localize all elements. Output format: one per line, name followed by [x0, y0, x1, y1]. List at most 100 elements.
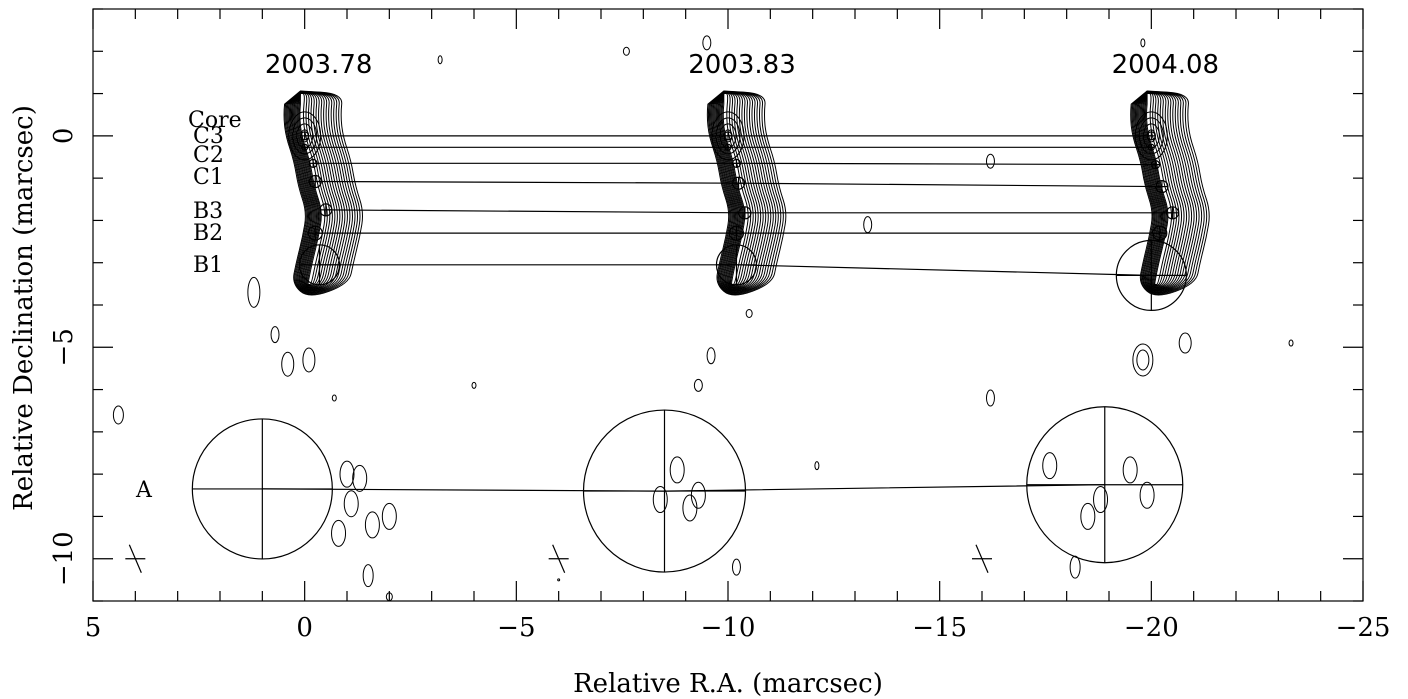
marker-b3 [320, 204, 332, 216]
contour-level [286, 91, 357, 293]
epoch-jet-contours: 2003.83 [688, 50, 796, 295]
noise-contour [558, 579, 560, 581]
contour-level [720, 93, 756, 287]
noise-contour [986, 154, 994, 168]
contour-level [1136, 92, 1197, 292]
marker-b1 [1116, 240, 1186, 310]
marker-b3 [1167, 207, 1179, 219]
contour-level [298, 93, 330, 286]
contour-level [297, 93, 333, 287]
marker-a [1027, 407, 1183, 563]
contour-level [290, 92, 347, 291]
noise-contour [694, 379, 702, 391]
contour-level [719, 93, 758, 288]
noise-contour [986, 390, 994, 406]
noise-contour [746, 309, 752, 317]
contour-level [721, 93, 753, 286]
contour-level [284, 91, 362, 295]
marker-c2 [309, 159, 317, 167]
x-tick-label: −25 [1336, 613, 1391, 643]
marker-c3 [725, 144, 731, 150]
noise-contour [472, 382, 476, 388]
marker-c3 [1148, 144, 1154, 150]
noise-contour [438, 56, 442, 64]
component-a-contour [1081, 503, 1095, 529]
noise-contour [864, 217, 872, 233]
component-label: A [135, 478, 153, 503]
component-a-contour [1123, 457, 1137, 483]
contour-level [293, 92, 343, 289]
contour-level [1132, 91, 1207, 294]
contour-level [1134, 92, 1202, 293]
x-tick-label: −15 [912, 613, 967, 643]
marker-c2 [732, 159, 740, 167]
noise-contour [386, 593, 392, 601]
marker-core [1147, 132, 1155, 140]
noise-contour [282, 352, 294, 376]
noise-contours [113, 36, 1293, 601]
beam-marker [972, 545, 992, 573]
component-a-contour [670, 457, 684, 483]
noise-contour [1179, 333, 1191, 353]
epoch-label: 2003.83 [688, 50, 796, 80]
epoch-label: 2004.08 [1112, 50, 1220, 80]
component-a-contour [365, 512, 379, 538]
contour-level [287, 92, 355, 293]
noise-contour [1070, 556, 1080, 578]
y-axis-label: Relative Declination (marcsec) [9, 105, 39, 511]
contour-level [708, 91, 783, 294]
noise-contour [248, 277, 260, 307]
component-a-contour [332, 520, 346, 546]
contour-level [1141, 93, 1184, 288]
marker-b1 [716, 245, 756, 285]
contour-level [295, 93, 338, 288]
noise-contour [1137, 350, 1149, 370]
noise-contour [332, 395, 336, 401]
marker-c1 [309, 176, 321, 188]
marker-core [724, 132, 732, 140]
component-label: C2 [193, 143, 224, 168]
component-label: Core [188, 108, 242, 133]
epoch-label: 2003.78 [265, 50, 373, 80]
component-label: B2 [193, 221, 223, 246]
noise-contour [703, 36, 711, 50]
component-label: B1 [193, 253, 223, 278]
contour-level [1138, 92, 1192, 290]
beam-marker [125, 545, 145, 573]
component-markers [125, 132, 1186, 573]
contour-level [711, 92, 779, 293]
component-a-contour [1043, 453, 1057, 479]
x-tick-label: −10 [701, 613, 756, 643]
contour-level [299, 93, 327, 285]
marker-a [192, 419, 332, 559]
component-label: B3 [193, 199, 223, 224]
marker-b2 [1153, 226, 1167, 240]
axis-ticks: 5 0 −5 −10 −15 −20 −25 0 −5 −10 [49, 9, 1390, 643]
contour-level [285, 91, 360, 294]
contour-level [289, 92, 350, 292]
noise-contour [1133, 344, 1153, 376]
y-tick-label: 0 [49, 128, 79, 145]
marker-c3 [302, 144, 308, 150]
x-tick-label: 0 [296, 613, 313, 643]
marker-c2 [1152, 161, 1160, 169]
marker-a [584, 410, 746, 572]
x-tick-label: −5 [497, 613, 535, 643]
contour-level [1137, 92, 1194, 291]
chart-labels: Relative R.A. (marcsec) Relative Declina… [9, 105, 883, 699]
x-axis-label: Relative R.A. (marcsec) [573, 669, 883, 699]
contour-maps: 2003.78 2003.83 2004.08 [265, 50, 1219, 295]
contour-level [710, 91, 781, 293]
contour-level [1147, 93, 1172, 284]
contour-level [707, 91, 785, 295]
epoch-jet-contours: 2003.78 [265, 50, 373, 295]
component-label: C3 [193, 124, 224, 149]
contour-level [1139, 92, 1189, 289]
y-tick-label: −5 [49, 328, 79, 366]
contour-level [1142, 93, 1181, 288]
x-tick-label: 5 [85, 613, 102, 643]
noise-contour [303, 348, 315, 372]
marker-b1 [299, 245, 339, 285]
component-a-contour [653, 487, 667, 513]
